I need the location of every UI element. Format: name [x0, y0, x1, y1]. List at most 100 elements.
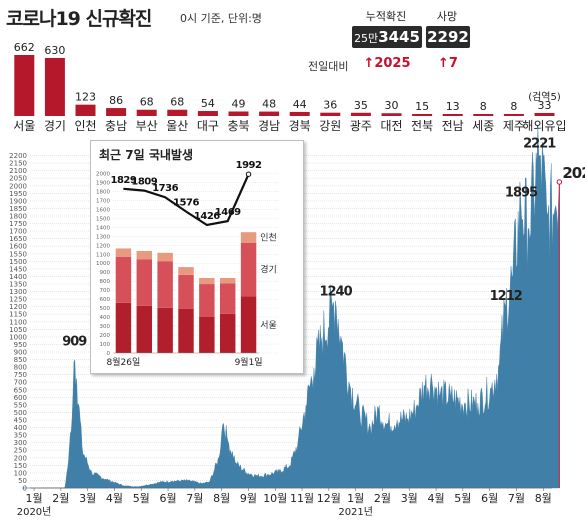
region-value-대구: 54	[201, 97, 215, 110]
area-y-tick-550: 550	[14, 401, 27, 409]
area-annotation-909: 909	[62, 335, 87, 350]
inset-y-tick-400: 400	[100, 315, 111, 321]
region-value-광주: 35	[354, 99, 368, 112]
region-label-전남: 전남	[442, 119, 464, 133]
region-label-경기: 경기	[44, 119, 66, 133]
region-bar-전남	[442, 114, 463, 116]
area-x-label-19: 8월	[535, 492, 552, 505]
area-x-label-11: 12월	[317, 492, 341, 505]
area-year-label-2021: 2021년	[338, 506, 373, 518]
area-y-tick-900: 900	[14, 349, 27, 357]
recent-7day-panel: 최근 7일 국내발생 0 100 200 300 400 500 600 700 800 900 10…	[90, 140, 304, 374]
region-bar-인천	[75, 104, 96, 116]
region-annotation-해외유입: (검역5)	[528, 91, 561, 103]
inset-total-line	[123, 173, 250, 227]
area-y-tick-1100: 1100	[9, 318, 27, 326]
inset-line-label-5: 1469	[215, 207, 241, 218]
chart-title: 코로나19 신규확진	[6, 8, 152, 30]
inset-bar-서울-8월29일	[178, 308, 194, 353]
area-y-tick-450: 450	[14, 417, 27, 425]
area-y-tick-1950: 1950	[9, 190, 27, 198]
area-y-tick-1500: 1500	[9, 258, 27, 266]
inset-line-label-0: 1829	[111, 175, 137, 186]
area-y-tick-1200: 1200	[9, 303, 27, 311]
region-value-전남: 13	[446, 100, 460, 113]
inset-line-marker	[245, 171, 252, 177]
area-y-tick-500: 500	[14, 409, 27, 417]
cumulative-delta: ↑2025	[363, 56, 411, 71]
region-value-제주: 8	[510, 100, 517, 113]
cumulative-label: 누적확진	[365, 10, 407, 23]
area-y-tick-2150: 2150	[9, 160, 27, 168]
area-x-label-12: 1월	[347, 492, 364, 505]
region-label-충북: 충북	[227, 119, 249, 133]
region-label-부산: 부산	[136, 119, 158, 133]
region-label-제주: 제주	[503, 119, 525, 133]
inset-x-label-first: 8월26일	[107, 356, 141, 368]
area-y-tick-1600: 1600	[9, 243, 27, 251]
area-annotation-2221: 2221	[523, 136, 556, 151]
area-y-tick-2000: 2000	[9, 182, 27, 190]
area-y-tick-100: 100	[14, 469, 27, 477]
inset-bar-서울-8월28일	[157, 307, 173, 353]
region-bar-제주	[503, 114, 524, 116]
region-bar-광주	[350, 112, 371, 116]
inset-y-tick-1600: 1600	[96, 207, 110, 213]
inset-y-tick-0: 0	[107, 351, 111, 357]
area-y-tick-350: 350	[14, 432, 27, 440]
region-label-해외유입: 해외유입	[522, 119, 566, 133]
area-y-tick-150: 150	[14, 462, 27, 470]
region-bar-경기	[44, 57, 65, 116]
region-value-인천: 123	[75, 91, 96, 104]
area-x-label-10: 11월	[290, 492, 314, 505]
region-value-경기: 630	[44, 44, 65, 57]
region-value-부산: 68	[140, 96, 154, 109]
inset-bar-경기-8월30일	[199, 284, 215, 318]
inset-bar-인천-8월26일	[115, 248, 132, 257]
inset-bar-인천-8월27일	[136, 250, 153, 260]
area-y-tick-1850: 1850	[9, 205, 27, 213]
inset-y-tick-800: 800	[100, 279, 111, 285]
region-value-경북: 44	[293, 98, 307, 111]
area-y-tick-1400: 1400	[9, 273, 27, 281]
region-value-전북: 15	[415, 100, 429, 113]
inset-y-tick-2000: 2000	[96, 171, 110, 177]
area-x-label-6: 7월	[186, 492, 203, 505]
area-y-tick-400: 400	[14, 424, 27, 432]
area-x-label-9: 10월	[263, 492, 287, 505]
regional-bar-chart: 662 서울 630 경기 123 인천 86 충남 68 부산 68 울산 54 대구 49 충북 48 경남 4…	[13, 41, 566, 133]
region-label-서울: 서울	[13, 119, 35, 133]
area-annotation-1895: 1895	[505, 186, 538, 201]
region-value-대전: 30	[385, 99, 399, 112]
inset-y-tick-1900: 1900	[96, 180, 110, 186]
inset-bar-인천-9월1일	[240, 232, 257, 243]
region-bar-서울	[14, 55, 35, 116]
region-bar-대구	[197, 111, 218, 116]
area-y-tick-950: 950	[14, 341, 27, 349]
region-label-울산: 울산	[166, 119, 188, 133]
prev-day-label: 전일대비	[308, 60, 349, 73]
inset-line-label-2: 1736	[152, 183, 178, 194]
region-bar-해외유입	[534, 112, 555, 116]
region-value-경남: 48	[262, 98, 276, 111]
inset-y-tick-1100: 1100	[96, 252, 110, 258]
area-x-label-1: 2월	[52, 492, 69, 505]
area-y-tick-650: 650	[14, 386, 27, 394]
region-value-강원: 36	[323, 99, 337, 112]
area-y-tick-700: 700	[14, 379, 27, 387]
region-bar-경남	[259, 111, 280, 116]
region-bar-세종	[473, 114, 494, 116]
region-bar-경북	[289, 111, 310, 116]
inset-bar-서울-8월26일	[115, 302, 132, 353]
region-label-세종: 세종	[472, 119, 494, 133]
area-y-tick-1900: 1900	[9, 197, 27, 205]
inset-stack-label-서울: 서울	[260, 320, 277, 331]
area-y-tick-1450: 1450	[9, 265, 27, 273]
area-x-label-2: 3월	[79, 492, 96, 505]
cumulative-value-big: 25만	[354, 32, 379, 45]
area-y-tick-250: 250	[14, 447, 27, 455]
inset-bar-경기-8월26일	[115, 256, 132, 303]
inset-bar-서울-8월31일	[219, 313, 236, 353]
area-x-label-8: 9월	[240, 492, 257, 505]
area-x-label-18: 7월	[508, 492, 525, 505]
